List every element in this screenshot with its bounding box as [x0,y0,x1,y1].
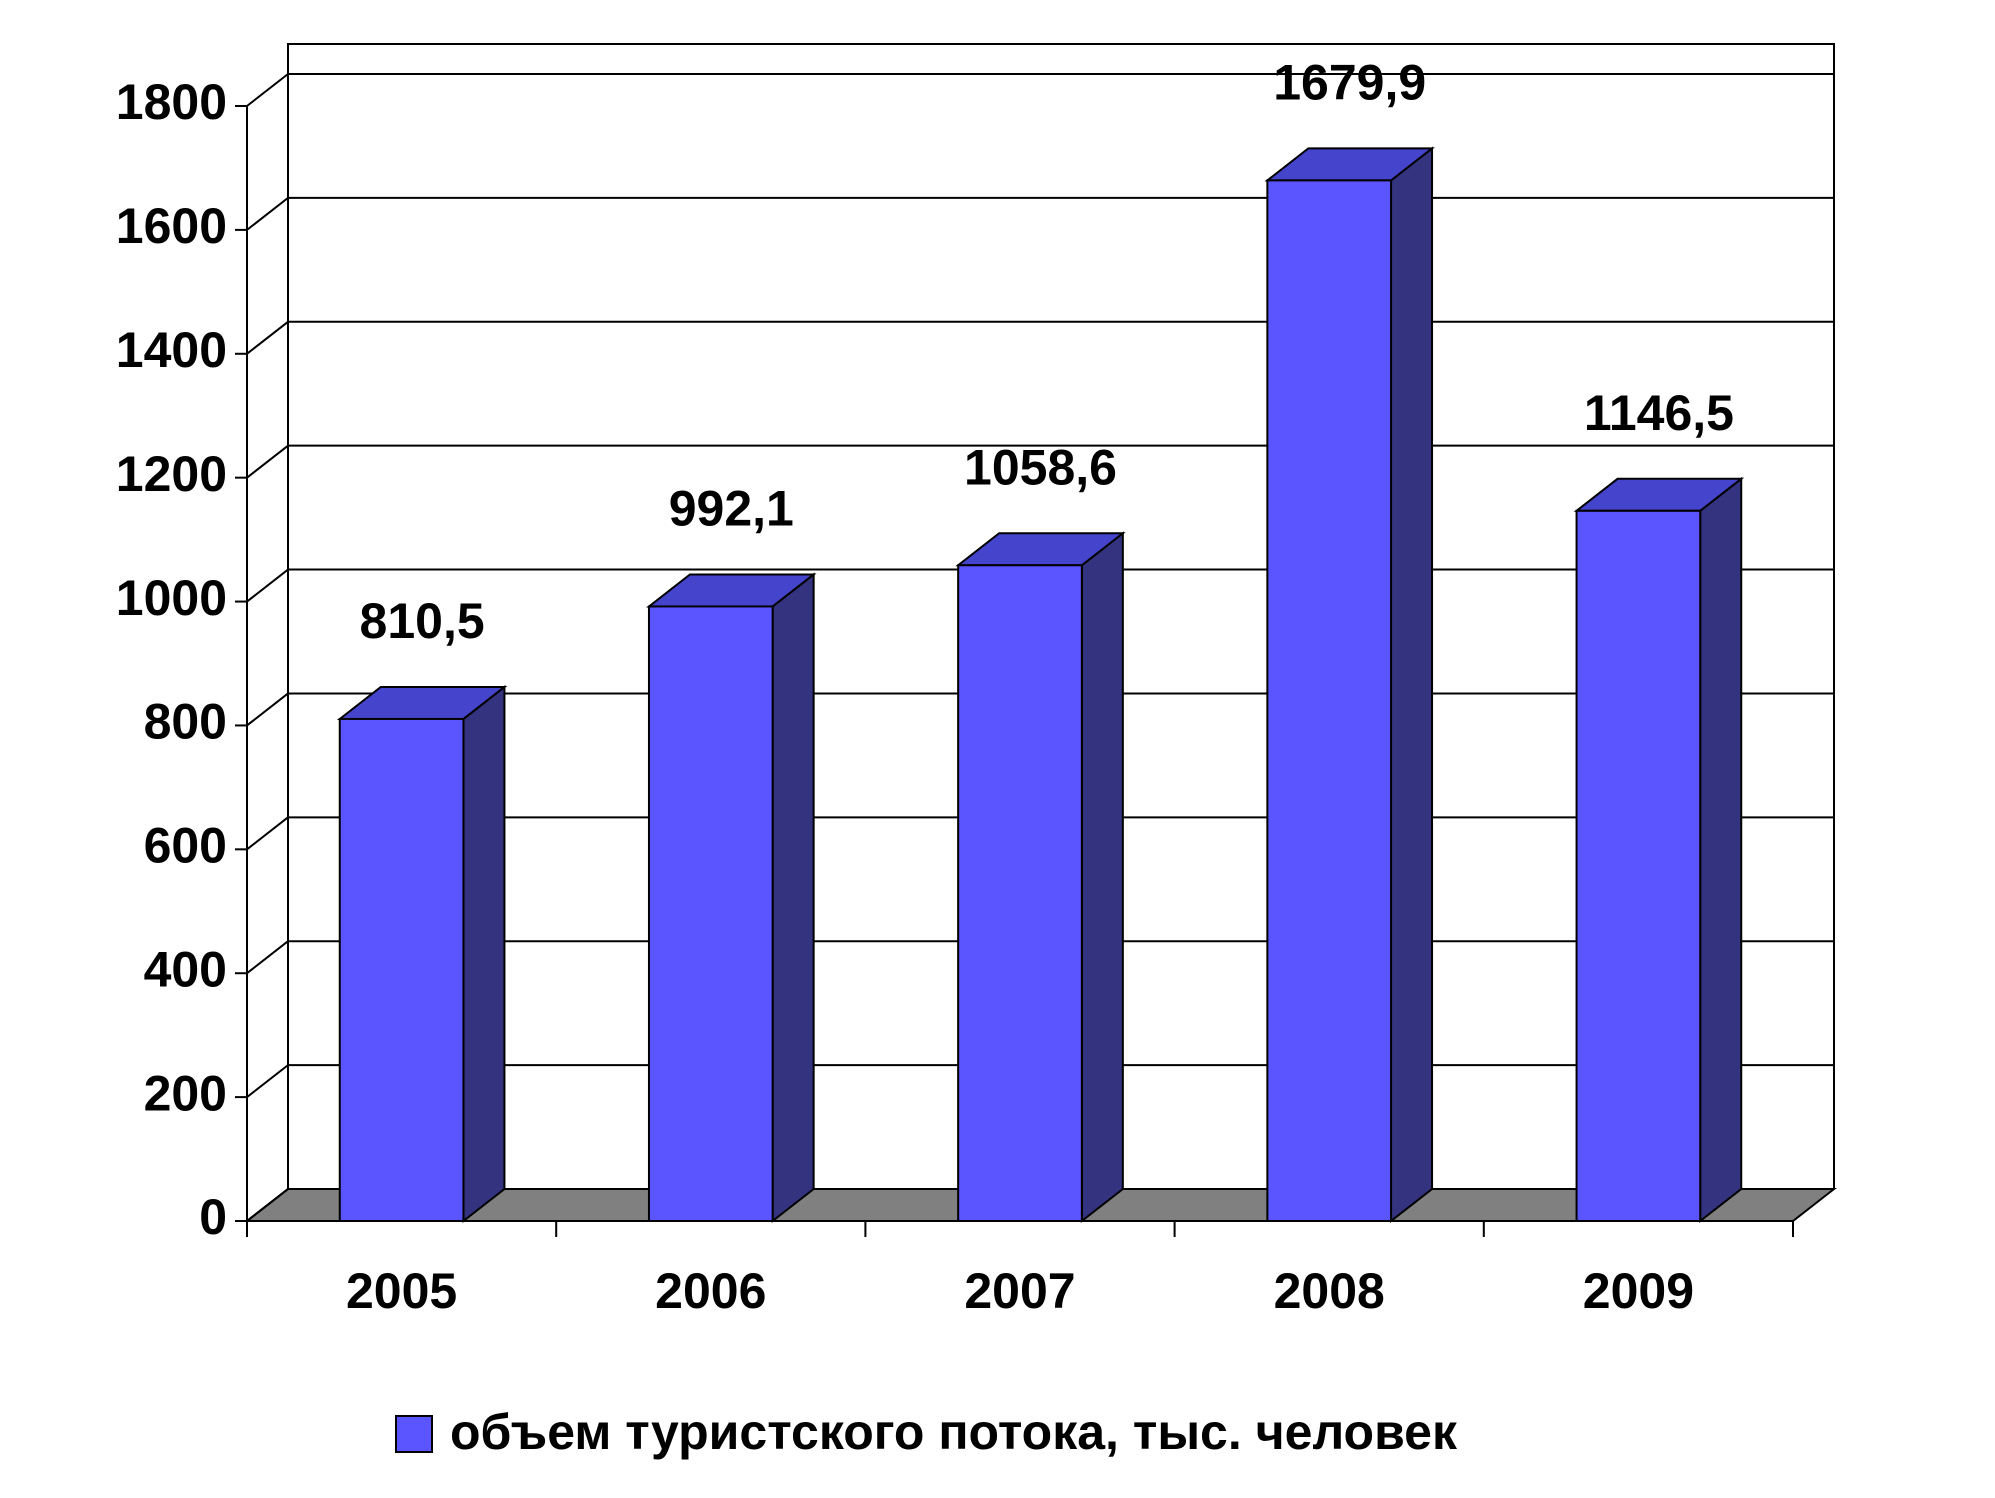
side-grid-line [246,816,289,851]
side-grid-line [246,197,289,231]
data-label: 810,5 [360,593,485,649]
data-label: 992,1 [669,481,794,537]
x-tick-label: 2006 [655,1263,766,1319]
data-label: 1146,5 [1584,385,1734,441]
y-tick-label: 1200 [116,446,227,502]
x-tick-label: 2009 [1583,1263,1694,1319]
y-tick-label: 600 [144,818,227,874]
bar-side [1080,531,1124,1224]
data-label: 1058,6 [964,439,1117,495]
y-tick-label: 1600 [116,198,227,254]
bar-side [462,684,506,1224]
side-grid-line [246,940,289,975]
y-tick-label: 400 [144,941,227,997]
side-grid-line [246,1064,289,1098]
x-tick-label: 2008 [1274,1263,1385,1319]
x-tick-label: 2005 [346,1263,457,1319]
bar-side [1390,146,1434,1224]
y-tick-label: 0 [199,1189,227,1245]
y-tick-label: 1400 [116,322,227,378]
y-tick-label: 800 [144,694,227,750]
legend-label: объем туристского потока, тыс. человек [450,1404,1458,1460]
legend-swatch [395,1415,433,1453]
bar [338,717,465,1223]
y-tick-label: 1000 [116,570,227,626]
y-tick-label: 200 [144,1065,227,1121]
side-grid-line [246,568,289,603]
bar [1575,509,1702,1222]
side-grid-line [246,444,289,479]
side-grid-line [246,320,289,355]
y-tick-label: 1800 [116,74,227,130]
side-grid-line [246,1188,289,1222]
bar [647,605,774,1222]
data-label: 1679,9 [1273,55,1426,111]
bar [957,564,1083,1222]
side-grid-line [246,73,289,107]
bar-side [1699,476,1743,1224]
back-wall [287,43,1835,1189]
bar-side [771,572,815,1224]
side-grid-line [246,692,289,727]
bar [1266,179,1393,1223]
x-tick-label: 2007 [964,1263,1075,1319]
